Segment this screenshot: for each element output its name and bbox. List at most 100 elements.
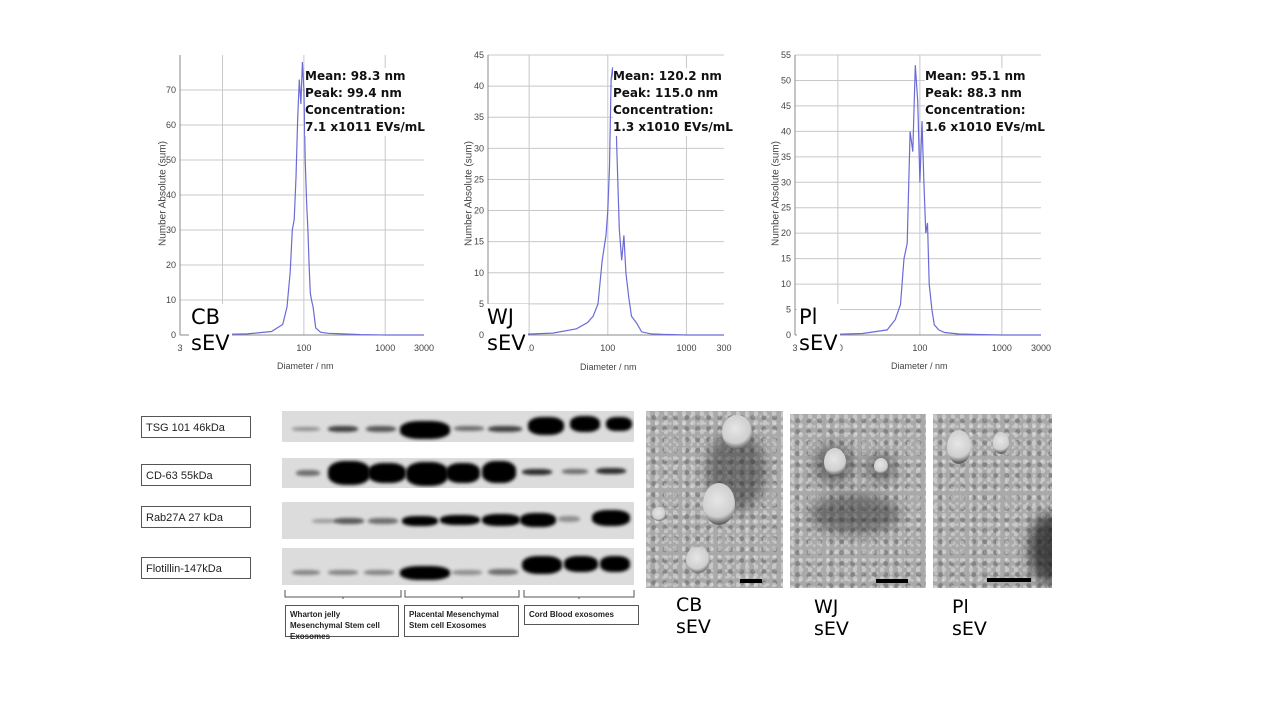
blot-band <box>328 461 370 485</box>
y-tick-label: 0 <box>479 330 484 340</box>
tem-vesicle <box>652 507 666 521</box>
blot-band <box>446 463 480 483</box>
x-tick-label: 100 <box>912 343 927 353</box>
y-tick-label: 45 <box>781 101 791 111</box>
y-tick-label: 60 <box>166 120 176 130</box>
y-tick-label: 30 <box>474 143 484 153</box>
group-brackets <box>284 590 635 599</box>
group-label-cord-blood: Cord Blood exosomes <box>524 605 639 625</box>
blot-band <box>592 510 630 526</box>
stat-concentration-label: Concentration: <box>925 103 1026 117</box>
tem-smudge <box>1029 514 1052 584</box>
y-tick-label: 40 <box>166 190 176 200</box>
tem-vesicle <box>703 483 735 525</box>
nta-xlabel: Diameter / nm <box>891 361 948 371</box>
tem-image-pl <box>933 414 1052 588</box>
y-tick-label: 15 <box>781 254 791 264</box>
y-tick-label: 20 <box>781 228 791 238</box>
sample-label-pl: Pl sEV <box>797 304 840 356</box>
blot-band <box>606 417 632 431</box>
blot-band <box>296 470 320 476</box>
tem-image-cb <box>646 411 783 588</box>
blot-band <box>328 570 358 575</box>
blot-band <box>558 516 580 522</box>
tem-label-wj: WJ sEV <box>814 596 849 640</box>
stat-concentration-value: 1.6 x1010 EVs/mL <box>925 120 1045 134</box>
blot-band <box>570 416 600 432</box>
x-tick-label: 100 <box>296 343 311 353</box>
blot-label-cd63: CD-63 55kDa <box>141 464 251 486</box>
blot-band <box>292 570 320 575</box>
tem-smudge <box>810 494 900 534</box>
stat-peak: Peak: 99.4 nm <box>305 86 402 100</box>
stat-concentration-label: Concentration: <box>613 103 714 117</box>
y-tick-label: 50 <box>166 155 176 165</box>
y-tick-label: 0 <box>171 330 176 340</box>
tem-scale-bar <box>876 579 908 583</box>
stat-mean: Mean: 120.2 nm <box>613 69 722 83</box>
stat-concentration-value: 7.1 x1011 EVs/mL <box>305 120 425 134</box>
nta-ylabel: Number Absolute (sum) <box>463 140 475 247</box>
y-tick-label: 10 <box>781 279 791 289</box>
sample-label-wj: WJ sEV <box>485 304 528 356</box>
y-tick-label: 30 <box>166 225 176 235</box>
blot-band <box>402 516 438 526</box>
blot-band <box>528 417 564 435</box>
blot-strip-tsg101 <box>282 411 634 442</box>
blot-band <box>520 513 556 527</box>
x-tick-label: 3000 <box>414 343 434 353</box>
size-distribution-line <box>813 65 1041 336</box>
blot-label-rab27a: Rab27A 27 kDa <box>141 506 251 528</box>
blot-band <box>522 469 552 475</box>
tem-vesicle <box>874 458 888 474</box>
blot-band <box>522 556 562 574</box>
group-label-wj: Wharton jelly Mesenchymal Stem cell Exos… <box>285 605 399 641</box>
nta-xlabel: Diameter / nm <box>277 361 334 371</box>
stat-peak: Peak: 88.3 nm <box>925 86 1022 100</box>
nta-chart-cb-svg: 01020304050607031010010003000 <box>166 55 434 353</box>
nta-xlabel: Diameter / nm <box>580 362 637 372</box>
stat-concentration-label: Concentration: <box>305 103 406 117</box>
blot-band <box>562 469 588 474</box>
x-tick-label: 1000 <box>676 343 696 353</box>
y-tick-label: 10 <box>166 295 176 305</box>
tem-scale-bar <box>987 578 1031 582</box>
tem-label-pl: Pl sEV <box>952 596 987 640</box>
y-tick-label: 40 <box>474 81 484 91</box>
tem-vesicle <box>993 432 1009 454</box>
y-tick-label: 55 <box>781 50 791 60</box>
blot-band <box>454 426 484 431</box>
blot-band <box>368 463 406 483</box>
nta-ylabel: Number Absolute (sum) <box>770 140 782 247</box>
blot-band <box>312 519 336 523</box>
tem-scale-bar <box>740 579 762 583</box>
blot-band <box>482 514 520 526</box>
y-tick-label: 40 <box>781 126 791 136</box>
blot-label-flotillin: Flotillin-147kDa <box>141 557 251 579</box>
sample-label-cb: CB sEV <box>189 304 232 356</box>
blot-band <box>368 518 398 524</box>
x-tick-label: 1000 <box>992 343 1012 353</box>
y-tick-label: 5 <box>786 305 791 315</box>
nta-stats-wj: Mean: 120.2 nm Peak: 115.0 nm Concentrat… <box>613 68 733 136</box>
blot-band <box>452 570 482 575</box>
x-tick-label: 100 <box>600 343 615 353</box>
nta-stats-pl: Mean: 95.1 nm Peak: 88.3 nm Concentratio… <box>925 68 1045 136</box>
blot-strip-rab27a <box>282 502 634 539</box>
y-tick-label: 50 <box>781 75 791 85</box>
blot-strip-flotillin <box>282 548 634 585</box>
blot-band <box>488 569 518 575</box>
tem-vesicle <box>824 448 846 476</box>
stat-mean: Mean: 98.3 nm <box>305 69 406 83</box>
tem-label-cb: CB sEV <box>676 594 711 638</box>
y-tick-label: 10 <box>474 268 484 278</box>
blot-band <box>364 570 394 575</box>
blot-band <box>334 518 364 524</box>
blot-band <box>600 556 630 572</box>
stat-mean: Mean: 95.1 nm <box>925 69 1026 83</box>
blot-band <box>328 426 358 432</box>
size-distribution-line <box>197 61 424 336</box>
blot-band <box>400 566 450 580</box>
y-tick-label: 20 <box>166 260 176 270</box>
blot-band <box>406 462 448 486</box>
